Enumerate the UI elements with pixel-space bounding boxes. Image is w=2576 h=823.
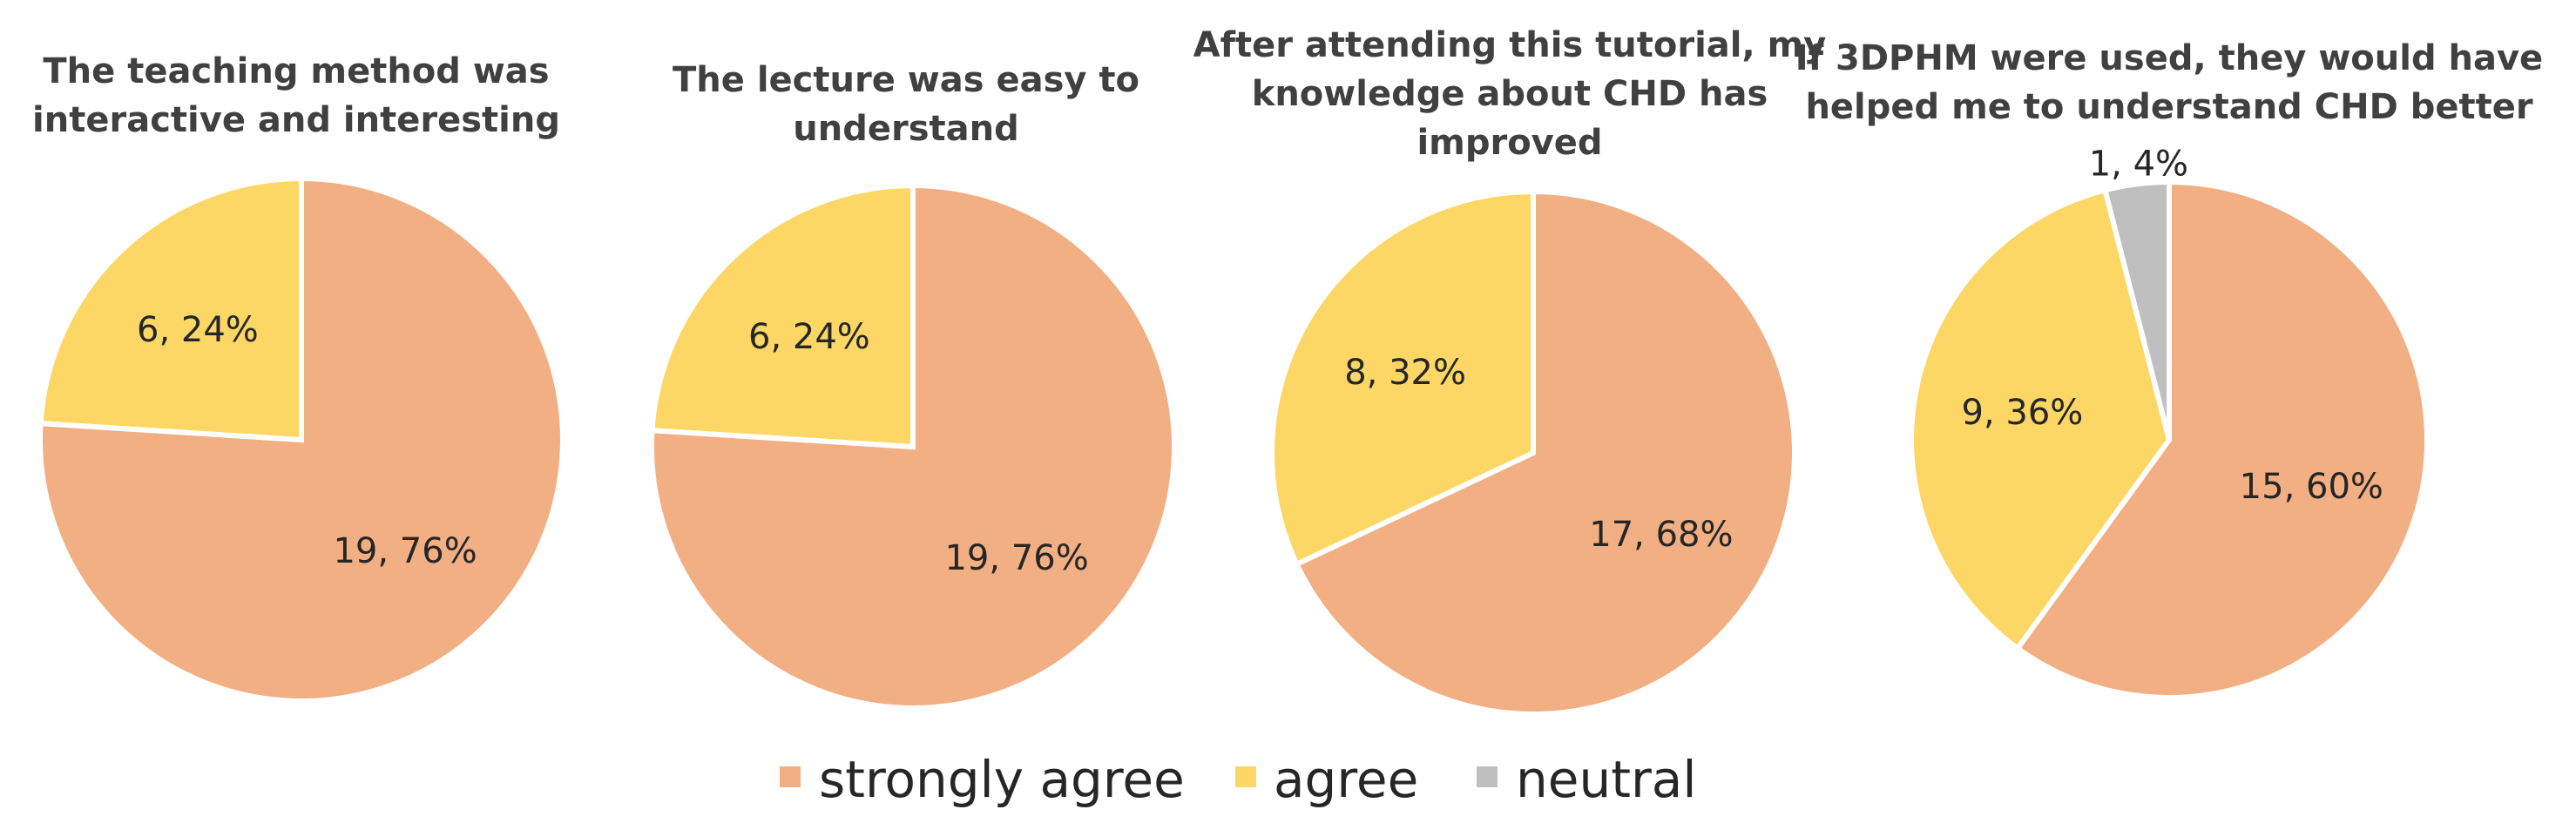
legend-item-strongly-agree: strongly agree — [780, 750, 1185, 809]
data-label-agree: 6, 24% — [137, 310, 259, 350]
pie-slice-strongly-agree — [1293, 188, 1797, 717]
chart-title-line: helped me to understand CHD better — [1805, 87, 2532, 127]
data-label-neutral: 1, 4% — [2089, 144, 2188, 184]
pie-slice-strongly-agree — [2013, 179, 2430, 700]
legend-label: strongly agree — [819, 750, 1185, 809]
pie-slice-agree — [37, 175, 304, 443]
data-label-strongly-agree: 19, 76% — [944, 538, 1088, 578]
legend-item-agree: agree — [1235, 750, 1418, 809]
pie-chart-2: The lecture was easy to understand 19, 76%… — [649, 60, 1177, 711]
legend-swatch — [780, 766, 801, 787]
legend-label: neutral — [1516, 750, 1696, 809]
pie-slice-agree — [1269, 188, 1536, 568]
legend-item-neutral: neutral — [1477, 750, 1696, 809]
data-label-strongly-agree: 19, 76% — [333, 531, 477, 571]
chart-title-line: The teaching method was — [43, 51, 549, 91]
pie-slice-agree — [649, 182, 916, 450]
data-label-agree: 9, 36% — [1962, 393, 2084, 433]
data-label-strongly-agree: 17, 68% — [1589, 515, 1733, 555]
pie-chart-4: If 3DPHM were used, they would have helpe… — [1795, 38, 2543, 700]
chart-title-line: If 3DPHM were used, they would have — [1795, 38, 2543, 78]
chart-title: If 3DPHM were used, they would have helpe… — [1795, 38, 2543, 127]
data-label-agree: 8, 32% — [1344, 353, 1466, 393]
pie-slice-neutral — [2101, 179, 2172, 441]
chart-title: The lecture was easy to understand — [673, 60, 1139, 149]
chart-title-line: interactive and interesting — [32, 100, 560, 140]
charts-layer: The teaching method was interactive and i… — [32, 25, 2543, 717]
chart-title-line: knowledge about CHD has — [1252, 74, 1768, 114]
chart-title: After attending this tutorial, my knowled… — [1193, 25, 1827, 163]
chart-title: The teaching method was interactive and i… — [32, 51, 560, 140]
legend-swatch — [1235, 766, 1256, 787]
pie-chart-3: After attending this tutorial, my knowled… — [1193, 25, 1827, 717]
pie-slice-agree — [1909, 186, 2173, 652]
chart-title-line: understand — [793, 109, 1018, 149]
data-label-strongly-agree: 15, 60% — [2240, 467, 2383, 507]
chart-title-line: After attending this tutorial, my — [1193, 25, 1827, 65]
pie-chart-1: The teaching method was interactive and i… — [32, 51, 565, 704]
legend: strongly agree agree neutral — [780, 750, 1696, 809]
chart-title-line: improved — [1416, 123, 1602, 163]
legend-swatch — [1477, 766, 1498, 787]
chart-title-line: The lecture was easy to — [673, 60, 1139, 100]
data-label-agree: 6, 24% — [748, 317, 870, 357]
legend-label: agree — [1274, 750, 1418, 809]
